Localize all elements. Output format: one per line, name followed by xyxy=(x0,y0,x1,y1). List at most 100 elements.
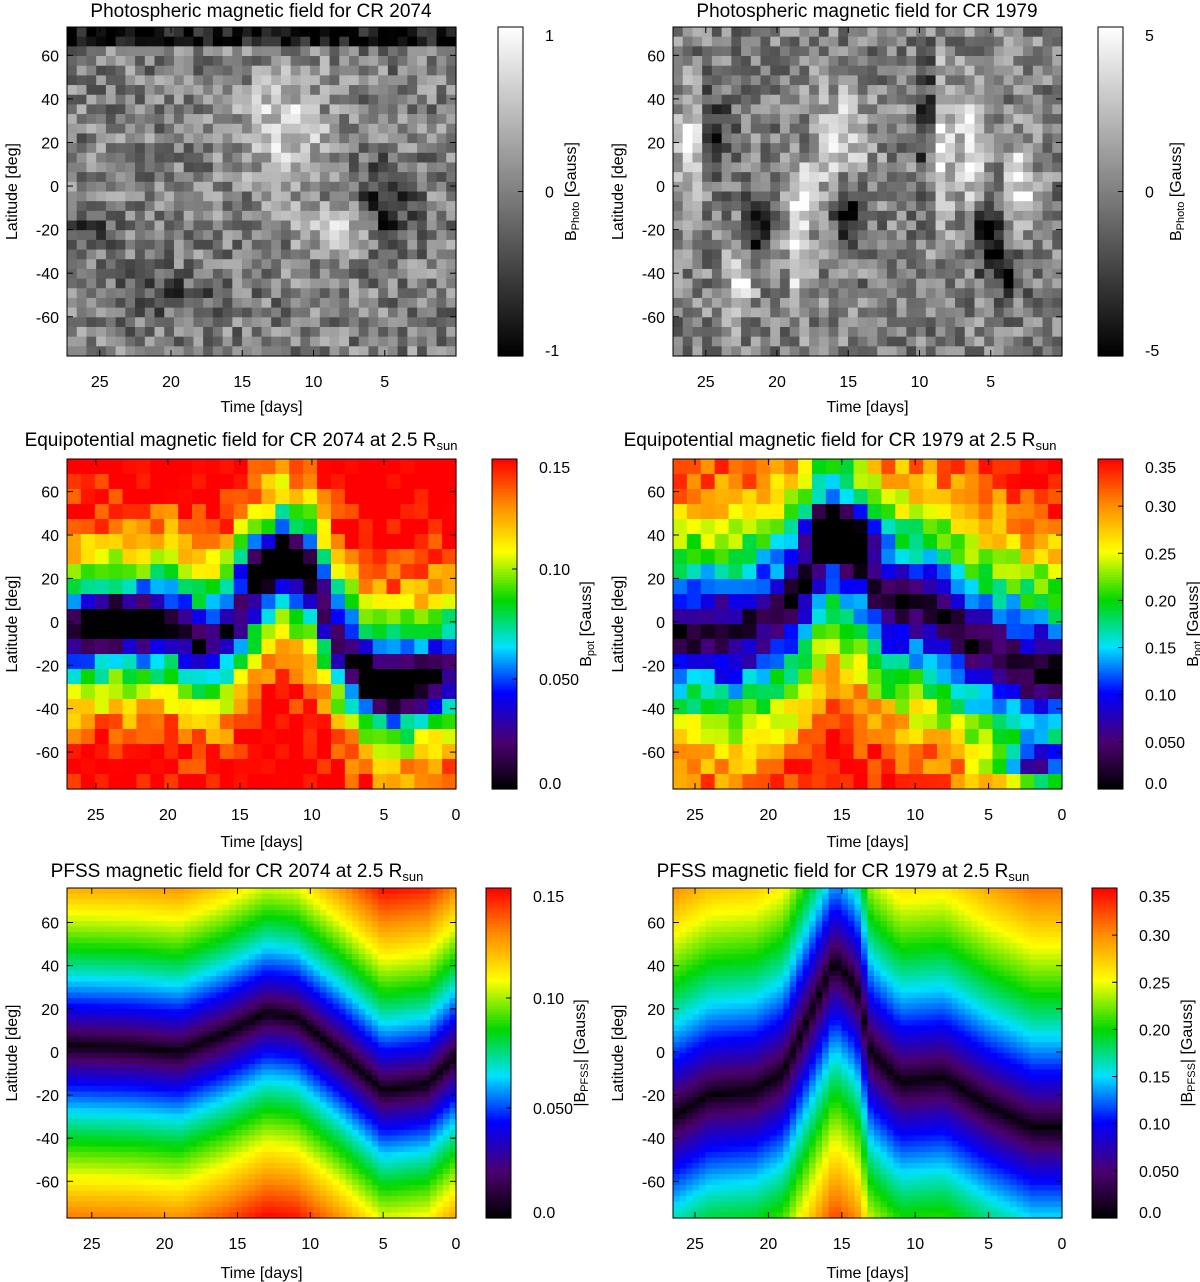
colorbar-band xyxy=(498,199,523,204)
colorbar-band xyxy=(498,92,523,97)
heatmap-cell xyxy=(144,288,156,299)
heatmap-cell xyxy=(756,624,771,640)
heatmap-cell xyxy=(300,317,311,328)
chart-title-sub: sun xyxy=(436,438,457,453)
heatmap-cell xyxy=(310,104,321,115)
heatmap-cell xyxy=(909,519,924,535)
heatmap-cell xyxy=(86,1003,94,1010)
heatmap-cell xyxy=(881,699,896,715)
heatmap-cell xyxy=(115,36,126,47)
heatmap-cell xyxy=(251,36,263,47)
heatmap-cell xyxy=(136,729,151,745)
heatmap-cell xyxy=(310,123,321,135)
heatmap-cell xyxy=(964,594,980,610)
heatmap-cell xyxy=(203,56,214,67)
heatmap-cell xyxy=(1013,133,1024,144)
heatmap-cell xyxy=(702,36,713,47)
heatmap-cell xyxy=(96,172,107,183)
colorbar-band xyxy=(492,745,517,749)
heatmap-cell xyxy=(1042,201,1053,212)
heatmap-cell xyxy=(426,143,438,154)
heatmap-cell xyxy=(67,504,82,520)
colorbar-band xyxy=(1098,142,1123,146)
heatmap-cell xyxy=(1020,699,1035,715)
heatmap-cell xyxy=(978,759,994,775)
heatmap-cell xyxy=(86,1201,94,1208)
heatmap-cell xyxy=(115,191,126,202)
heatmap-cell xyxy=(867,94,878,106)
heatmap-cell xyxy=(682,259,694,270)
heatmap-cell xyxy=(686,504,702,520)
heatmap-cell xyxy=(682,94,694,106)
heatmap-cell xyxy=(1023,249,1034,260)
heatmap-cell xyxy=(232,94,243,106)
heatmap-cell xyxy=(79,1053,88,1060)
colorbar-band xyxy=(1098,161,1123,165)
heatmap-cell xyxy=(329,201,340,212)
heatmap-cell xyxy=(251,123,263,135)
heatmap-cell xyxy=(339,152,350,164)
heatmap-cell xyxy=(984,346,995,357)
heatmap-cell xyxy=(828,27,839,38)
heatmap-cell xyxy=(275,684,290,700)
heatmap-cell xyxy=(799,230,810,241)
heatmap-cell xyxy=(300,133,311,144)
heatmap-cell xyxy=(828,230,839,241)
colorbar-label: Bpot [Gauss] xyxy=(1185,581,1200,667)
heatmap-cell xyxy=(397,336,408,347)
heatmap-cell xyxy=(1042,36,1053,47)
heatmap-cell xyxy=(290,288,301,299)
heatmap-cell xyxy=(219,594,235,610)
heatmap-cell xyxy=(881,609,896,625)
heatmap-cell xyxy=(955,85,966,96)
heatmap-cell xyxy=(86,992,94,999)
heatmap-cell xyxy=(742,504,757,520)
heatmap-cell xyxy=(150,774,165,790)
heatmap-cell xyxy=(372,699,388,715)
heatmap-cell xyxy=(173,268,185,280)
heatmap-cell xyxy=(974,85,985,96)
colorbar-band xyxy=(1098,298,1123,302)
heatmap-cell xyxy=(261,336,272,347)
heatmap-cell xyxy=(936,774,952,790)
heatmap-cell xyxy=(317,774,332,790)
heatmap-cell xyxy=(79,1174,88,1181)
heatmap-cell xyxy=(825,624,841,640)
heatmap-cell xyxy=(193,336,204,347)
heatmap-cell xyxy=(789,191,801,202)
heatmap-cell xyxy=(125,249,136,260)
heatmap-cell xyxy=(867,104,878,115)
heatmap-cell xyxy=(317,579,332,595)
heatmap-cell xyxy=(271,104,282,115)
heatmap-cell xyxy=(67,489,82,505)
heatmap-cell xyxy=(183,201,195,212)
heatmap-cell xyxy=(1048,624,1063,640)
colorbar-band xyxy=(1098,786,1123,790)
heatmap-cell xyxy=(741,201,752,212)
heatmap-cell xyxy=(397,268,408,280)
heatmap-cell xyxy=(154,346,165,357)
heatmap-cell xyxy=(993,288,1005,299)
heatmap-cell xyxy=(164,143,175,154)
heatmap-cell xyxy=(122,549,138,565)
colorbar-band xyxy=(1098,519,1123,523)
heatmap-cell xyxy=(906,346,917,357)
colorbar-band xyxy=(498,76,523,80)
heatmap-cell xyxy=(436,249,447,260)
heatmap-cell xyxy=(756,654,771,670)
heatmap-cell xyxy=(760,27,771,38)
heatmap-cell xyxy=(750,278,762,289)
heatmap-cell xyxy=(203,278,214,289)
heatmap-cell xyxy=(886,85,898,96)
heatmap-cell xyxy=(916,36,927,47)
heatmap-cell xyxy=(935,249,946,260)
heatmap-cell xyxy=(1013,56,1024,67)
heatmap-cell xyxy=(426,114,438,125)
colorbar-band xyxy=(492,602,517,606)
heatmap-cell xyxy=(349,259,360,270)
heatmap-cell xyxy=(1032,27,1044,38)
heatmap-cell xyxy=(261,326,272,338)
heatmap-cell xyxy=(1023,336,1034,347)
heatmap-cell xyxy=(67,75,78,86)
